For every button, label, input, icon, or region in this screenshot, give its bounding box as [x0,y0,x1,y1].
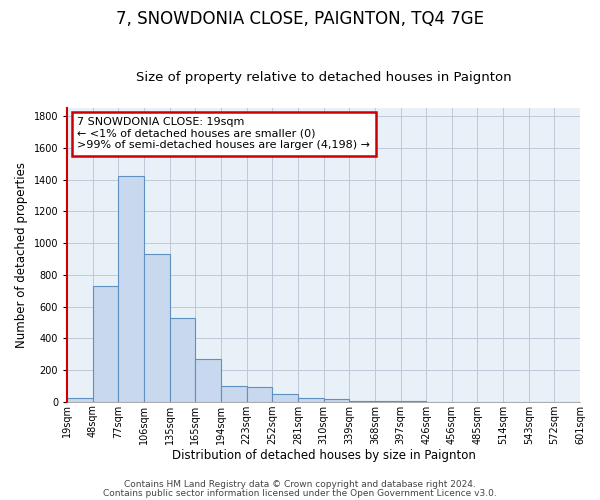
Bar [93,286,118,402]
Bar [272,394,298,402]
Text: Contains public sector information licensed under the Open Government Licence v3: Contains public sector information licen… [103,489,497,498]
Bar [323,400,349,402]
Text: 7, SNOWDONIA CLOSE, PAIGNTON, TQ4 7GE: 7, SNOWDONIA CLOSE, PAIGNTON, TQ4 7GE [116,10,484,28]
Text: Contains HM Land Registry data © Crown copyright and database right 2024.: Contains HM Land Registry data © Crown c… [124,480,476,489]
Text: 7 SNOWDONIA CLOSE: 19sqm
← <1% of detached houses are smaller (0)
>99% of semi-d: 7 SNOWDONIA CLOSE: 19sqm ← <1% of detach… [77,117,370,150]
Y-axis label: Number of detached properties: Number of detached properties [15,162,28,348]
Title: Size of property relative to detached houses in Paignton: Size of property relative to detached ho… [136,70,511,84]
Bar [196,359,221,402]
Bar [170,318,196,402]
Bar [221,386,247,402]
Bar [298,398,323,402]
Bar [67,398,93,402]
Bar [247,388,272,402]
Bar [144,254,170,402]
X-axis label: Distribution of detached houses by size in Paignton: Distribution of detached houses by size … [172,450,476,462]
Bar [349,401,375,402]
Bar [118,176,144,402]
